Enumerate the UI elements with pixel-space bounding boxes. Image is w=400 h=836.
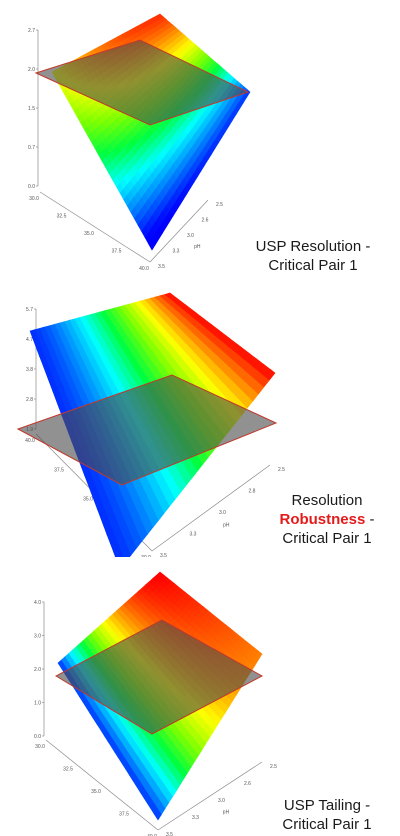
surface-patch — [155, 571, 165, 579]
x-axis-line — [39, 191, 151, 263]
y-tick-label: 2.6 — [244, 781, 251, 787]
threshold-plane-quad — [34, 39, 250, 126]
x-tick-label: 32.5 — [63, 767, 73, 773]
z-tick-label: 3.0 — [34, 634, 41, 640]
y-tick-label: 3.0 — [187, 233, 194, 239]
surface-patch — [164, 292, 175, 298]
caption-dash: - — [365, 511, 375, 528]
caption-usp-tailing: USP Tailing - Critical Pair 1 — [262, 796, 392, 834]
y-axis-label: pH — [223, 809, 230, 815]
z-tick-label: 2.8 — [26, 397, 33, 403]
x-tick-label: 37.5 — [119, 812, 129, 818]
surface-chart-3: 0.0 1.0 2.0 3.0 4.0 30.0 32.5 35.0 37.5 40.0 3.5 3.… — [34, 571, 277, 836]
caption-line-2: Robustness - — [262, 510, 392, 529]
robustness-highlight: Robustness — [279, 511, 366, 528]
caption-line-1: USP Resolution - — [255, 238, 371, 255]
y-axis-line — [151, 464, 271, 552]
threshold-plane — [34, 39, 250, 126]
threshold-plane-quad — [16, 374, 278, 486]
threshold-plane — [54, 619, 264, 735]
y-axis-label: pH — [194, 244, 201, 250]
y-tick-label: 3.0 — [219, 510, 226, 516]
surface-plot-resolution: 0.0 0.7 1.5 2.0 2.7 30.0 32.5 35.0 37.5 40.0 3.5 3.… — [0, 0, 400, 278]
axes: 0.0 1.0 2.0 3.0 4.0 30.0 32.5 35.0 37.5 40.0 3.5 3.… — [34, 600, 277, 836]
caption-usp-resolution: USP Resolution - Critical Pair 1 — [238, 237, 388, 275]
z-tick-label: 4.7 — [26, 337, 33, 343]
caption-line-2: Critical Pair 1 — [282, 816, 372, 833]
y-tick-label: 3.5 — [166, 832, 173, 836]
y-axis-line — [149, 199, 209, 263]
x-tick-label: 37.5 — [54, 467, 64, 473]
y-tick-label: 3.0 — [218, 798, 225, 804]
z-tick-label: 2.0 — [28, 67, 35, 73]
y-tick-label: 2.6 — [202, 218, 209, 224]
x-tick-label: 40.0 — [147, 834, 157, 836]
x-tick-label: 30.0 — [141, 555, 151, 557]
threshold-plane-quad — [54, 619, 264, 735]
z-tick-label: 4.0 — [34, 600, 41, 606]
z-tick-label: 2.7 — [28, 28, 35, 34]
y-tick-label: 3.3 — [173, 249, 180, 255]
surface-plot-tailing: 0.0 1.0 2.0 3.0 4.0 30.0 32.5 35.0 37.5 40.0 3.5 3.… — [0, 558, 400, 836]
y-tick-label: 3.5 — [160, 553, 167, 557]
x-tick-label: 37.5 — [112, 249, 122, 255]
x-axis-line — [45, 739, 159, 831]
threshold-plane — [16, 374, 278, 486]
surface-patch — [155, 13, 164, 20]
x-tick-label: 35.0 — [83, 497, 93, 503]
z-tick-label: 0.7 — [28, 145, 35, 151]
surface-chart-1: 0.0 0.7 1.5 2.0 2.7 30.0 32.5 35.0 37.5 40.0 3.5 3.… — [28, 13, 251, 272]
caption-line-2: Critical Pair 1 — [268, 257, 358, 274]
z-tick-label: 3.8 — [26, 367, 33, 373]
caption-line-3: Critical Pair 1 — [282, 530, 372, 547]
z-tick-label: 1.0 — [34, 701, 41, 707]
z-tick-label: 0.0 — [34, 734, 41, 740]
y-tick-label: 2.5 — [278, 467, 285, 473]
x-tick-label: 40.0 — [25, 438, 35, 444]
y-tick-label: 3.3 — [192, 815, 199, 821]
x-tick-label: 32.5 — [57, 214, 67, 220]
x-tick-label: 35.0 — [84, 231, 94, 237]
x-tick-label: 30.0 — [35, 744, 45, 750]
y-tick-label: 2.8 — [249, 489, 256, 495]
z-tick-label: 2.0 — [34, 667, 41, 673]
y-tick-label: 2.5 — [216, 202, 223, 208]
y-tick-label: 2.5 — [270, 764, 277, 770]
x-tick-label: 40.0 — [139, 266, 149, 272]
surface-chart-2: 1.92.83.84.75.740.037.535.032.530.03.53.… — [16, 292, 285, 557]
x-tick-label: 35.0 — [91, 789, 101, 795]
surface-plot-robustness: 1.92.83.84.75.740.037.535.032.530.03.53.… — [0, 279, 400, 557]
z-tick-label: 5.7 — [26, 307, 33, 313]
z-tick-label: 0.0 — [28, 184, 35, 190]
y-axis-label: pH — [223, 522, 230, 528]
y-tick-label: 3.3 — [190, 532, 197, 538]
caption-line-1: USP Tailing - — [283, 797, 371, 814]
x-tick-label: 30.0 — [29, 196, 39, 202]
z-tick-label: 1.5 — [28, 106, 35, 112]
axes: 0.0 0.7 1.5 2.0 2.7 30.0 32.5 35.0 37.5 40.0 3.5 3.… — [28, 28, 223, 272]
caption-resolution-robustness: Resolution Robustness - Critical Pair 1 — [262, 491, 392, 548]
y-tick-label: 3.5 — [158, 264, 165, 270]
caption-line-1: Resolution — [291, 492, 363, 509]
y-axis-line — [157, 761, 263, 831]
